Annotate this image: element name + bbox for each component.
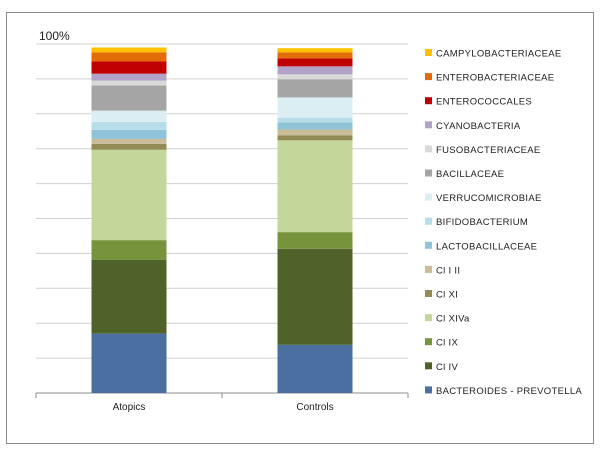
legend-swatch-12: [425, 338, 432, 346]
legend-swatch-11: [425, 314, 432, 322]
bar-segment-atopics-9: [91, 85, 167, 111]
category-label-controls: Controls: [296, 402, 333, 413]
bar-segment-atopics-10: [91, 80, 167, 86]
bar-segment-controls-9: [277, 79, 353, 98]
legend-swatch-14: [425, 386, 432, 394]
bar-segment-atopics-11: [91, 73, 167, 81]
legend-swatch-3: [425, 121, 432, 129]
bar-segment-controls-10: [277, 74, 353, 80]
bar-segment-controls-6: [277, 122, 353, 130]
bar-segment-controls-13: [277, 52, 353, 59]
bar-segment-controls-14: [277, 48, 353, 53]
legend-swatch-7: [425, 217, 432, 225]
bar-segment-controls-4: [277, 135, 353, 141]
legend-label-12: Cl IX: [436, 338, 458, 349]
legend-swatch-1: [425, 73, 432, 81]
bar-segment-controls-0: [277, 344, 353, 393]
bar-segment-atopics-1: [91, 259, 167, 334]
legend-label-11: Cl XIVa: [436, 314, 470, 325]
legend-label-4: FUSOBACTERIACEAE: [436, 145, 541, 156]
bar-segment-controls-11: [277, 66, 353, 75]
legend-label-2: ENTEROCOCCALES: [436, 97, 532, 108]
bar-segment-controls-2: [277, 232, 353, 249]
legend-label-5: BACILLACEAE: [436, 169, 504, 180]
legend-label-9: Cl I II: [436, 265, 460, 276]
bar-segment-atopics-14: [91, 47, 167, 53]
legend-swatch-0: [425, 49, 432, 56]
bar-segment-atopics-2: [91, 240, 167, 260]
legend-label-8: LACTOBACILLACEAE: [436, 241, 537, 252]
bar-segment-controls-7: [277, 117, 353, 123]
legend-label-7: BIFIDOBACTERIUM: [436, 217, 528, 228]
legend-swatch-2: [425, 97, 432, 105]
category-label-atopics: Atopics: [113, 402, 146, 413]
bar-segment-controls-3: [277, 140, 353, 233]
bar-segment-atopics-8: [91, 110, 167, 122]
legend-swatch-6: [425, 193, 432, 201]
bar-segment-atopics-13: [91, 52, 167, 62]
legend-swatch-13: [425, 362, 432, 370]
bar-segment-atopics-0: [91, 333, 167, 393]
bar-segment-controls-1: [277, 248, 353, 345]
bar-segment-controls-5: [277, 129, 353, 136]
bar-segment-atopics-4: [91, 143, 167, 150]
bar-segment-atopics-3: [91, 149, 167, 241]
legend-swatch-9: [425, 265, 432, 273]
legend-label-14: BACTEROIDES - PREVOTELLA: [436, 386, 582, 397]
legend-swatch-8: [425, 241, 432, 249]
y-tick-label-100: 100%: [39, 29, 70, 43]
chart-frame: [6, 12, 594, 444]
legend-label-6: VERRUCOMICROBIAE: [436, 193, 542, 204]
bar-segment-controls-12: [277, 58, 353, 67]
legend-swatch-10: [425, 290, 432, 297]
legend-swatch-4: [425, 145, 432, 153]
legend-label-1: ENTEROBACTERIACEAE: [436, 73, 554, 84]
bar-segment-atopics-7: [91, 121, 167, 130]
legend-label-10: Cl XI: [436, 290, 458, 301]
bar-segment-atopics-5: [91, 138, 167, 144]
legend-label-3: CYANOBACTERIA: [436, 121, 521, 132]
bar-segment-atopics-6: [91, 129, 167, 139]
legend-label-13: Cl IV: [436, 362, 458, 373]
legend-swatch-5: [425, 169, 432, 177]
legend-label-0: CAMPYLOBACTERIACEAE: [436, 49, 562, 60]
bar-segment-atopics-12: [91, 61, 167, 74]
bar-segment-controls-8: [277, 97, 353, 118]
